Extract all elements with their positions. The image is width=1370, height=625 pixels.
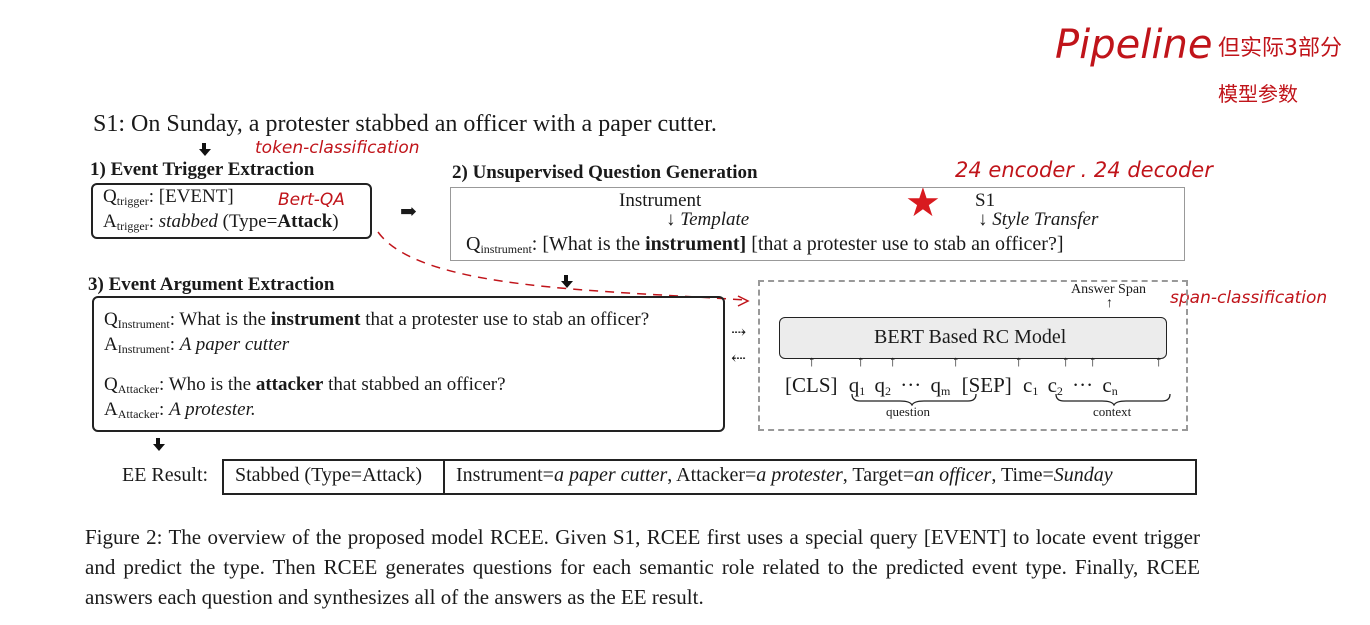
rc-model-title: BERT Based RC Model: [874, 326, 1067, 348]
qgen-s1: S1: [975, 190, 996, 211]
qgen-question: Qinstrument: [What is the instrument] [t…: [466, 233, 1064, 256]
star-icon: ★: [905, 180, 941, 225]
argument-box: [92, 296, 725, 432]
trigger-query: Qtrigger: [EVENT]: [103, 186, 234, 208]
ee-result-divider: [443, 459, 445, 493]
down-arrow-icon: ↓: [666, 209, 681, 230]
figure-caption: Figure 2: The overview of the proposed m…: [85, 525, 1200, 609]
handwritten-span-classification: span-classification: [1170, 288, 1328, 308]
qgen-style-transfer: ↓ Style Transfer: [978, 209, 1099, 230]
qgen-instrument: Instrument: [619, 190, 702, 211]
argument-q1: QInstrument: What is the instrument that…: [104, 309, 650, 331]
rc-braces: [851, 393, 1171, 406]
handwritten-pipeline: Pipeline: [1055, 22, 1213, 68]
qgen-box: [450, 187, 1185, 261]
trigger-heading: 1) Event Trigger Extraction: [90, 159, 315, 180]
handwritten-bert-qa: Bert-QA: [278, 190, 345, 210]
arrow-right-icon: ➡: [400, 201, 417, 223]
handwritten-token-classification: token-classification: [255, 138, 420, 158]
ee-result-trigger: Stabbed (Type=Attack): [235, 464, 423, 486]
rc-model-frame: [758, 280, 1188, 431]
ee-result-label: EE Result:: [122, 464, 209, 486]
qgen-template: ↓ Template: [666, 209, 750, 230]
question-brace-label: question: [886, 404, 931, 419]
down-arrow-icon: ↓: [978, 209, 993, 230]
argument-q2: QAttacker: Who is the attacker that stab…: [104, 374, 506, 396]
rc-model-box: [779, 317, 1167, 359]
ee-result-box: [222, 459, 1197, 495]
trigger-box: [91, 183, 372, 239]
answer-span-arrow-icon: ↑: [1106, 296, 1113, 311]
ee-result-arguments: Instrument=a paper cutter, Attacker=a pr…: [456, 464, 1113, 486]
trigger-answer: Atrigger: stabbed (Type=Attack): [103, 211, 339, 233]
sentence-s1: S1: On Sunday, a protester stabbed an of…: [93, 111, 717, 137]
handwritten-note-line1: 但实际3部分: [1218, 36, 1342, 61]
handwritten-encoder-decoder: 24 encoder . 24 decoder: [955, 158, 1213, 182]
argument-a2: AAttacker: A protester.: [104, 399, 256, 421]
arrow-to-rc-icon: ⇢: [731, 322, 747, 342]
argument-heading: 3) Event Argument Extraction: [88, 274, 335, 295]
handwritten-note-line2: 模型参数: [1218, 82, 1298, 106]
rc-input-tokens: [CLS] q1 q2 ··· qm [SEP] c1 c2 ··· cn: [785, 373, 1118, 398]
answer-span-label: Answer Span: [1071, 282, 1147, 297]
context-brace-label: context: [1093, 404, 1132, 419]
arrow-from-rc-icon: ⇠: [731, 348, 747, 368]
qgen-heading: 2) Unsupervised Question Generation: [452, 162, 758, 183]
argument-a1: AInstrument: A paper cutter: [104, 334, 290, 356]
